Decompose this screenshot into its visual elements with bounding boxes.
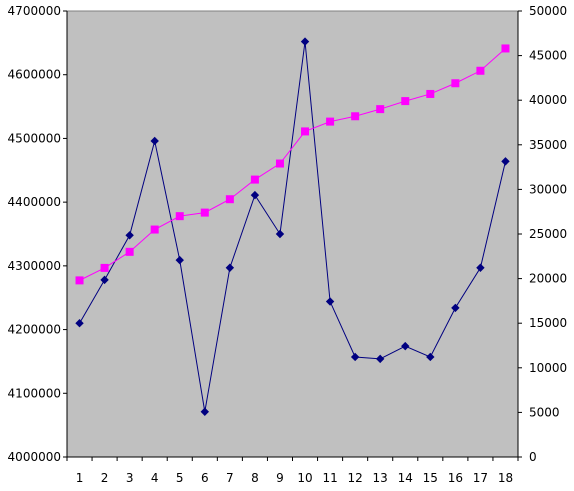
x-tick-label: 13 (373, 471, 388, 485)
x-tick-label: 2 (101, 471, 109, 485)
right-tick-label: 25000 (529, 227, 567, 241)
x-tick-label: 14 (398, 471, 413, 485)
data-point (300, 37, 310, 46)
right-tick-label: 50000 (529, 4, 567, 18)
right-tick-label: 0 (529, 450, 537, 464)
data-point (476, 66, 485, 75)
data-point (476, 263, 485, 272)
data-point (150, 225, 159, 234)
x-tick-label: 17 (473, 471, 488, 485)
x-tick-label: 3 (126, 471, 134, 485)
right-tick-label: 15000 (529, 316, 567, 330)
data-point (375, 354, 385, 364)
left-tick-label: 4700000 (8, 4, 61, 18)
data-point (225, 195, 234, 204)
left-tick-label: 4200000 (8, 323, 61, 337)
data-point (225, 263, 235, 272)
data-point (426, 89, 435, 98)
data-point (150, 136, 159, 146)
x-tick-label: 1 (76, 471, 84, 485)
data-point (350, 352, 360, 362)
data-point (325, 297, 335, 306)
data-point (451, 79, 460, 88)
left-tick-label: 4000000 (8, 450, 61, 464)
x-tick-label: 11 (322, 471, 337, 485)
data-point (200, 407, 210, 416)
data-point (401, 97, 410, 106)
left-tick-label: 4100000 (8, 386, 61, 400)
data-point (100, 275, 109, 285)
right-tick-label: 5000 (529, 405, 560, 419)
x-tick-label: 4 (151, 471, 159, 485)
data-point (501, 157, 510, 166)
series-line (79, 41, 506, 412)
x-tick-label: 12 (347, 471, 362, 485)
series-layer (75, 37, 510, 416)
data-point (376, 105, 385, 114)
right-tick-label: 10000 (529, 361, 567, 375)
x-tick-label: 7 (226, 471, 234, 485)
data-point (326, 117, 335, 126)
series-2 (75, 44, 510, 285)
x-tick-label: 16 (448, 471, 463, 485)
data-point (401, 341, 410, 351)
data-point (175, 212, 184, 221)
right-y-axis: 0 5000 10000 15000 20000 25000 30000 35000 40000… (517, 4, 567, 464)
data-point (275, 229, 285, 239)
data-point (250, 190, 260, 200)
left-y-axis: 4000000 4100000 4200000 4300000 4400000 45000… (8, 4, 68, 464)
data-point (275, 159, 284, 168)
data-point (75, 318, 84, 328)
data-point (426, 352, 435, 362)
left-tick-label: 4500000 (8, 131, 61, 145)
left-tick-label: 4400000 (8, 195, 61, 209)
data-point (100, 263, 109, 272)
data-point (125, 247, 134, 256)
data-point (451, 303, 460, 313)
data-point (250, 175, 259, 184)
right-tick-label: 45000 (529, 49, 567, 63)
right-tick-label: 35000 (529, 138, 567, 152)
data-point (501, 44, 510, 53)
x-tick-label: 18 (498, 471, 513, 485)
x-tick-label: 8 (251, 471, 259, 485)
series-line (79, 48, 506, 281)
x-tick-label: 9 (276, 471, 284, 485)
data-point (351, 112, 360, 121)
right-tick-label: 20000 (529, 272, 567, 286)
series-1 (75, 37, 510, 416)
x-tick-label: 6 (201, 471, 209, 485)
plot-area (66, 10, 519, 458)
data-point (75, 276, 84, 285)
data-point (175, 255, 184, 265)
x-tick-label: 5 (176, 471, 184, 485)
data-point (200, 208, 209, 217)
data-point (125, 231, 134, 240)
right-tick-label: 30000 (529, 182, 567, 196)
x-tick-label: 10 (297, 471, 312, 485)
left-tick-label: 4600000 (8, 68, 61, 82)
x-tick-label: 15 (423, 471, 438, 485)
right-tick-label: 40000 (529, 93, 567, 107)
left-tick-label: 4300000 (8, 259, 61, 273)
data-point (301, 127, 310, 136)
x-axis: 1 2 3 4 5 6 7 8 9 10 11 12 13 14 15 16 17 18 (66, 456, 519, 485)
